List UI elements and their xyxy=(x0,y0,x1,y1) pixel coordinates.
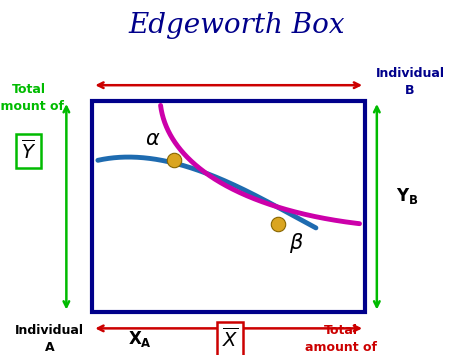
Text: $\mathbf{X_A}$: $\mathbf{X_A}$ xyxy=(128,329,152,349)
Text: Individual
A: Individual A xyxy=(15,324,84,354)
Text: Individual
B: Individual B xyxy=(375,67,445,97)
Text: $\overline{X}$: $\overline{X}$ xyxy=(222,327,238,351)
Bar xyxy=(92,101,365,312)
Text: $\beta$: $\beta$ xyxy=(289,231,304,255)
Text: $\overline{Y}$: $\overline{Y}$ xyxy=(21,139,36,163)
Point xyxy=(274,221,282,226)
Text: Edgeworth Box: Edgeworth Box xyxy=(129,12,345,39)
Text: $\alpha$: $\alpha$ xyxy=(145,129,161,149)
Text: $\mathbf{Y_B}$: $\mathbf{Y_B}$ xyxy=(396,186,419,206)
Point xyxy=(170,158,178,163)
Text: Total
amount of: Total amount of xyxy=(305,324,377,354)
Text: Total
amount of: Total amount of xyxy=(0,83,64,113)
